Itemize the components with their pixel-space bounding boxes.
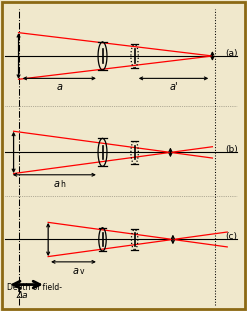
Text: h: h [61,180,65,189]
Text: (a): (a) [225,49,237,58]
Text: (b): (b) [225,146,238,154]
Text: a: a [73,266,79,276]
Text: v: v [80,267,84,276]
Text: a: a [56,82,62,92]
Text: Δa: Δa [17,291,28,300]
Text: Depth of field-: Depth of field- [7,283,62,292]
Text: a': a' [169,82,178,92]
Text: (c): (c) [225,233,237,241]
Text: a: a [54,179,60,188]
